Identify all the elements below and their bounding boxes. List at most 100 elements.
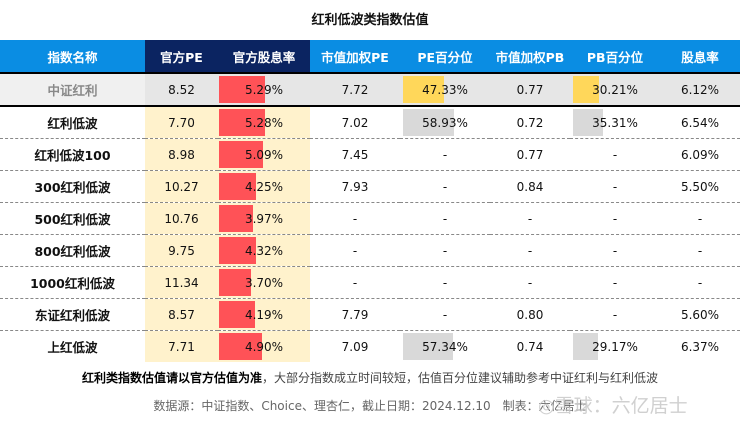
cell-official-pe: 10.76 (145, 202, 218, 235)
weighted-pb-value: - (527, 275, 533, 290)
pe-percentile-value: - (442, 211, 448, 226)
pe-percentile-value: 57.34% (422, 339, 468, 354)
index-name-value: 800红利低波 (34, 244, 111, 259)
header-weighted-pb: 市值加权PB (490, 40, 570, 73)
official-yield-bar (219, 76, 266, 103)
cell-yield: 6.37% (660, 331, 740, 363)
official-yield-bar (219, 269, 251, 296)
cell-pb-percentile: - (570, 138, 660, 171)
cell-yield: - (660, 266, 740, 299)
official-pe-value: 9.75 (168, 243, 195, 258)
watermark: ◎雪球：六亿居士 (538, 395, 688, 417)
official-pe-value: 8.57 (168, 307, 195, 322)
cell-pb-percentile: - (570, 298, 660, 331)
table-row: 500红利低波 10.76 3.97% - - - - - (0, 202, 740, 235)
cell-official-pe: 8.52 (145, 72, 218, 107)
cell-yield: - (660, 202, 740, 235)
official-yield-value: 4.32% (244, 243, 284, 258)
pe-percentile-bar (403, 109, 455, 136)
index-name-value: 上红低波 (47, 340, 98, 355)
weighted-pb-value: 0.74 (516, 339, 544, 354)
footnote-bold: 红利类指数估值请以官方估值为准 (81, 371, 262, 385)
weighted-pe-value: 7.45 (341, 147, 369, 162)
weighted-pe-value: - (352, 211, 358, 226)
yield-value: - (697, 243, 703, 258)
cell-official-yield: 3.97% (218, 202, 310, 235)
cell-weighted-pb: 0.74 (490, 331, 570, 363)
yield-value: 5.50% (680, 179, 720, 194)
header-official-pe: 官方PE (145, 40, 218, 73)
cell-pb-percentile: 35.31% (570, 106, 660, 139)
table-row: 中证红利 8.52 5.29% 7.72 47.33% 0.77 30.21% 6.12% (0, 72, 740, 107)
table-row: 红利低波 7.70 5.28% 7.02 58.93% 0.72 35.31% 6.54% (0, 106, 740, 139)
data-source: 数据源：中证指数、Choice、理杏仁，截止日期：2024.12.10 制表：六… (153, 399, 587, 413)
weighted-pb-value: 0.72 (516, 115, 544, 130)
official-yield-value: 3.70% (244, 275, 284, 290)
pb-percentile-value: 35.31% (592, 115, 638, 130)
weighted-pe-value: 7.93 (341, 179, 369, 194)
cell-weighted-pe: 7.02 (310, 106, 400, 139)
official-pe-value: 8.52 (168, 82, 195, 97)
cell-official-pe: 10.27 (145, 170, 218, 203)
pe-percentile-value: - (442, 243, 448, 258)
cell-yield: 6.12% (660, 72, 740, 107)
pe-percentile-value: - (442, 275, 448, 290)
cell-official-pe: 11.34 (145, 266, 218, 299)
cell-official-yield: 4.25% (218, 170, 310, 203)
cell-weighted-pe: 7.09 (310, 331, 400, 363)
cell-official-pe: 9.75 (145, 234, 218, 267)
weighted-pb-value: 0.80 (516, 307, 544, 322)
cell-weighted-pe: 7.45 (310, 138, 400, 171)
pb-percentile-value: 29.17% (592, 339, 638, 354)
yield-value: 5.60% (680, 307, 720, 322)
cell-weighted-pe: - (310, 266, 400, 299)
pb-percentile-value: - (612, 243, 618, 258)
weighted-pe-value: - (352, 275, 358, 290)
cell-weighted-pe: 7.93 (310, 170, 400, 203)
cell-weighted-pb: - (490, 202, 570, 235)
cell-weighted-pe: 7.72 (310, 72, 400, 107)
cell-official-yield: 3.70% (218, 266, 310, 299)
weighted-pb-value: - (527, 211, 533, 226)
yield-value: 6.12% (680, 82, 720, 97)
index-name-value: 红利低波100 (34, 148, 111, 163)
official-yield-bar (219, 237, 257, 264)
yield-value: 6.37% (680, 339, 720, 354)
cell-pe-percentile: 47.33% (400, 72, 490, 107)
cell-official-pe: 7.71 (145, 330, 218, 362)
pb-percentile-value: - (612, 147, 618, 162)
weighted-pb-value: - (527, 243, 533, 258)
cell-yield: 6.09% (660, 138, 740, 171)
pe-percentile-value: - (442, 307, 448, 322)
weighted-pe-value: 7.09 (341, 339, 369, 354)
cell-official-yield: 5.09% (218, 138, 310, 171)
cell-yield: - (660, 234, 740, 267)
official-pe-value: 11.34 (164, 275, 199, 290)
cell-pe-percentile: - (400, 170, 490, 203)
cell-index-name: 红利低波100 (0, 138, 145, 171)
cell-index-name: 红利低波 (0, 106, 145, 139)
official-yield-bar (219, 109, 265, 136)
header-pe-percentile: PE百分位 (400, 40, 490, 73)
official-yield-value: 4.19% (244, 307, 284, 322)
weighted-pb-value: 0.84 (516, 179, 544, 194)
header-row: 指数名称 官方PE 官方股息率 市值加权PE PE百分位 市值加权PB PB百分… (0, 40, 740, 73)
cell-index-name: 300红利低波 (0, 170, 145, 203)
index-name-value: 300红利低波 (34, 180, 111, 195)
cell-official-yield: 5.29% (218, 72, 310, 107)
cell-weighted-pb: 0.72 (490, 106, 570, 139)
cell-yield: 5.50% (660, 170, 740, 203)
cell-pe-percentile: - (400, 298, 490, 331)
table-row: 300红利低波 10.27 4.25% 7.93 - 0.84 - 5.50% (0, 170, 740, 203)
cell-pb-percentile: - (570, 170, 660, 203)
official-yield-bar (219, 205, 254, 232)
table-title: 红利低波类指数估值 (311, 13, 429, 28)
official-yield-value: 5.29% (244, 82, 284, 97)
table-row: 红利低波100 8.98 5.09% 7.45 - 0.77 - 6.09% (0, 138, 740, 171)
yield-value: 6.09% (680, 147, 720, 162)
official-pe-value: 7.71 (168, 339, 195, 354)
header-yield: 股息率 (660, 40, 740, 73)
cell-official-pe: 7.70 (145, 106, 218, 139)
cell-weighted-pb: 0.80 (490, 298, 570, 331)
valuation-table: 指数名称 官方PE 官方股息率 市值加权PE PE百分位 市值加权PB PB百分… (0, 40, 740, 362)
